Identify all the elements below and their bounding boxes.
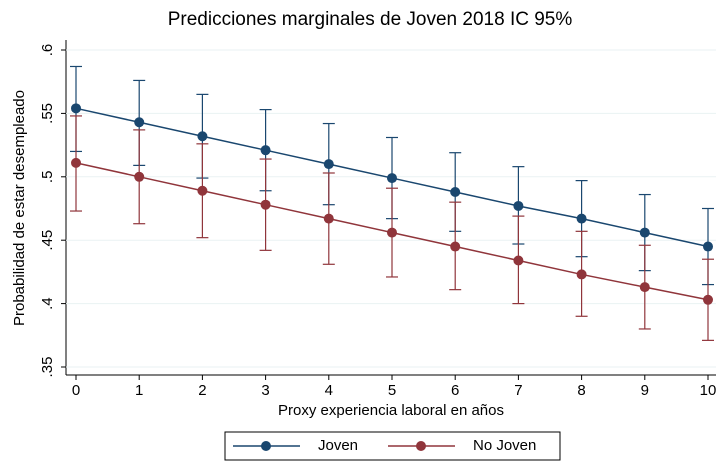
- point: [260, 145, 271, 156]
- point: [323, 213, 334, 224]
- point: [513, 200, 524, 211]
- point: [450, 187, 461, 198]
- point: [639, 282, 650, 293]
- x-tick-label: 4: [325, 382, 333, 399]
- x-tick-label: 8: [577, 382, 585, 399]
- point: [703, 294, 713, 305]
- legend-marker: [261, 441, 271, 451]
- x-axis-label: Proxy experiencia laboral en años: [278, 402, 504, 419]
- y-tick-label: .5: [39, 171, 56, 184]
- point: [71, 103, 81, 114]
- point: [576, 269, 587, 280]
- y-tick-label: .55: [39, 103, 56, 124]
- point: [197, 131, 208, 142]
- y-tick-label: .45: [39, 230, 56, 251]
- x-tick-label: 5: [388, 382, 396, 399]
- point: [197, 185, 208, 196]
- chart-title: Predicciones marginales de Joven 2018 IC…: [168, 9, 573, 30]
- point: [450, 241, 461, 252]
- x-tick-label: 10: [700, 382, 717, 399]
- legend-label: Joven: [318, 437, 358, 454]
- x-tick-label: 2: [198, 382, 206, 399]
- point: [639, 227, 650, 238]
- point: [71, 157, 81, 168]
- x-tick-label: 1: [135, 382, 143, 399]
- point: [134, 171, 145, 182]
- point: [260, 199, 271, 210]
- point: [703, 241, 713, 252]
- y-tick-label: .4: [39, 297, 56, 310]
- point: [134, 117, 145, 128]
- x-tick-label: 6: [451, 382, 459, 399]
- y-tick-label: .35: [39, 357, 56, 378]
- legend-label: No Joven: [473, 437, 536, 454]
- x-tick-label: 3: [261, 382, 269, 399]
- x-tick-label: 7: [514, 382, 522, 399]
- legend-marker: [416, 441, 426, 451]
- point: [387, 227, 397, 238]
- x-tick-label: 0: [72, 382, 80, 399]
- y-tick-label: .6: [39, 44, 56, 57]
- point: [323, 159, 334, 170]
- point: [576, 213, 587, 224]
- point: [513, 255, 524, 266]
- x-tick-label: 9: [641, 382, 649, 399]
- point: [387, 173, 397, 184]
- y-axis-label: Probabilidad de estar desempleado: [11, 90, 28, 326]
